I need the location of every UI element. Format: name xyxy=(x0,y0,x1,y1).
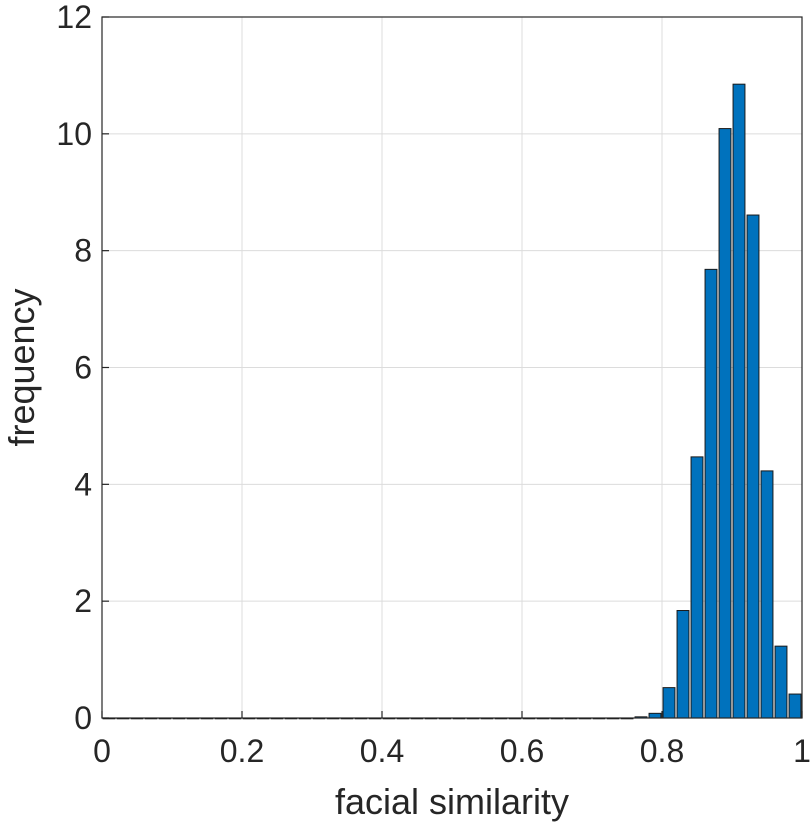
histogram-bar xyxy=(774,645,788,719)
histogram-bar xyxy=(732,83,746,719)
y-tick-label: 2 xyxy=(74,583,92,619)
histogram-bar xyxy=(662,687,676,719)
y-tick-label: 8 xyxy=(74,233,92,269)
x-tick-label: 0.2 xyxy=(220,733,264,769)
y-axis-ticks: 0 2 4 6 8 10 12 xyxy=(56,0,109,736)
y-axis-label: frequency xyxy=(1,288,42,446)
histogram-bar xyxy=(690,456,704,719)
histogram-bar xyxy=(648,712,662,719)
x-axis-ticks: 0 0.2 0.4 0.6 0.8 1 xyxy=(93,711,810,769)
x-tick-label: 0 xyxy=(93,733,111,769)
y-tick-label: 6 xyxy=(74,350,92,386)
x-tick-label: 0.4 xyxy=(360,733,404,769)
histogram-bars xyxy=(102,83,802,720)
histogram-bar xyxy=(760,470,774,719)
x-tick-label: 0.8 xyxy=(640,733,684,769)
histogram-bar xyxy=(676,610,690,719)
x-tick-label: 1 xyxy=(793,733,810,769)
histogram-bar xyxy=(788,693,802,719)
y-tick-label: 12 xyxy=(56,0,92,35)
histogram-bar xyxy=(718,128,732,719)
y-tick-label: 10 xyxy=(56,116,92,152)
histogram-bar xyxy=(704,268,718,719)
y-tick-label: 4 xyxy=(74,466,92,502)
x-tick-label: 0.6 xyxy=(500,733,544,769)
histogram-bar xyxy=(746,214,760,719)
y-tick-label: 0 xyxy=(74,700,92,736)
x-axis-label: facial similarity xyxy=(335,781,569,822)
